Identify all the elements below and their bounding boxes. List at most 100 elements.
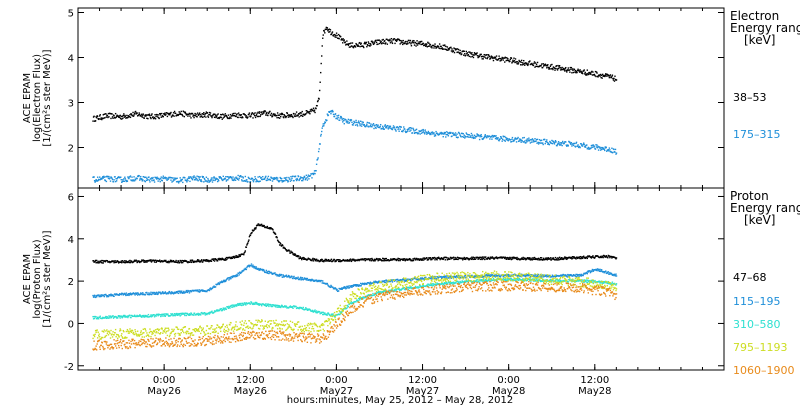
data-point: [560, 258, 562, 261]
data-point: [384, 281, 386, 283]
data-point: [484, 134, 486, 136]
data-point: [312, 107, 315, 109]
data-point: [319, 81, 321, 83]
data-point: [197, 180, 199, 182]
data-point: [369, 45, 371, 47]
data-point: [240, 272, 242, 275]
data-point: [195, 179, 197, 181]
data-point: [341, 311, 343, 314]
data-point: [571, 258, 573, 260]
data-point: [150, 261, 153, 263]
data-point: [233, 179, 236, 181]
data-point: [365, 124, 368, 127]
data-point: [286, 112, 289, 115]
data-point: [466, 135, 469, 138]
data-point: [410, 45, 413, 47]
data-point: [473, 54, 475, 56]
data-point: [330, 110, 333, 112]
data-point: [520, 273, 522, 275]
data-point: [591, 268, 594, 271]
data-point: [540, 63, 543, 65]
data-point: [255, 114, 258, 116]
data-point: [472, 56, 475, 59]
data-point: [95, 117, 98, 119]
data-point: [432, 44, 435, 47]
data-point: [102, 176, 104, 178]
data-point: [256, 115, 259, 118]
data-point: [275, 273, 278, 276]
data-point: [553, 67, 556, 69]
data-point: [293, 253, 295, 255]
data-point: [553, 142, 555, 144]
data-point: [213, 285, 215, 287]
data-point: [554, 259, 556, 261]
data-point: [579, 146, 581, 149]
data-point: [486, 273, 488, 276]
data-point: [458, 282, 461, 285]
data-point: [588, 71, 591, 74]
data-point: [444, 256, 446, 259]
data-point: [167, 260, 170, 263]
data-point: [330, 260, 332, 262]
data-point: [425, 44, 428, 46]
data-point: [542, 258, 544, 261]
data-point: [603, 270, 605, 273]
data-point: [561, 144, 563, 147]
data-point: [147, 178, 149, 181]
data-point: [414, 131, 416, 134]
data-point: [179, 312, 181, 315]
data-point: [133, 260, 135, 262]
data-point: [154, 292, 157, 294]
data-point: [371, 126, 373, 128]
data-point: [600, 146, 602, 149]
data-point: [328, 28, 331, 30]
data-point: [319, 259, 322, 261]
data-point: [370, 260, 373, 262]
data-point: [537, 141, 539, 144]
data-point: [127, 293, 129, 296]
data-point: [159, 180, 161, 183]
data-point: [128, 294, 130, 297]
data-point: [115, 316, 117, 318]
data-point: [442, 257, 444, 260]
data-point: [361, 296, 363, 299]
data-point: [336, 34, 338, 37]
data-point: [191, 178, 193, 180]
data-point: [162, 175, 164, 177]
data-point: [348, 303, 351, 305]
data-point: [268, 227, 270, 229]
data-point: [375, 41, 378, 44]
data-point: [347, 287, 349, 289]
data-point: [523, 62, 525, 65]
data-point: [302, 308, 304, 310]
data-point: [497, 274, 499, 277]
data-point: [577, 68, 579, 70]
data-point: [517, 63, 519, 65]
data-point: [505, 257, 507, 259]
data-point: [374, 260, 376, 262]
data-point: [256, 112, 258, 114]
data-point: [149, 315, 152, 317]
data-point: [170, 179, 172, 181]
data-point: [239, 304, 241, 306]
data-point: [422, 42, 424, 45]
data-point: [579, 69, 581, 71]
electron-ytick-label: 3: [68, 99, 74, 110]
data-point: [94, 180, 97, 182]
data-point: [140, 115, 142, 117]
data-point: [597, 269, 599, 272]
data-point: [526, 275, 528, 277]
data-point: [608, 76, 611, 79]
data-point: [234, 304, 237, 307]
data-point: [255, 267, 258, 269]
data-point: [228, 177, 230, 180]
data-point: [572, 71, 575, 74]
data-point: [104, 179, 107, 182]
proton-legend-title: Proton: [730, 189, 769, 203]
data-point: [401, 41, 403, 44]
data-point: [199, 176, 201, 178]
data-point: [130, 316, 132, 319]
data-point: [173, 110, 176, 113]
data-point: [140, 175, 142, 178]
data-point: [301, 179, 303, 182]
